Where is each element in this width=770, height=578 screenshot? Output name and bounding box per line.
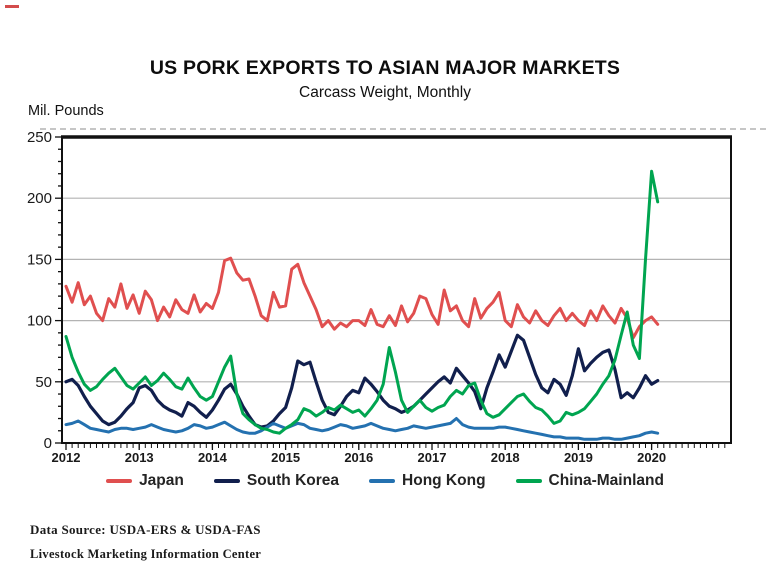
x-tick-label: 2016 — [344, 450, 373, 465]
legend-item-label: Hong Kong — [402, 472, 486, 489]
y-tick-label: 50 — [35, 374, 52, 391]
gridlines — [62, 197, 731, 383]
legend-item-hong-kong: Hong Kong — [369, 472, 486, 490]
x-tick-label: 2013 — [125, 450, 154, 465]
legend-line-swatch-icon — [106, 479, 133, 483]
series-line-japan — [64, 256, 660, 340]
x-axis: 2012 2013 2014 2015 2016 2017 2018 2019 2020 — [52, 443, 726, 465]
legend-line-swatch-icon — [515, 479, 542, 483]
legend-item-japan: Japan — [106, 472, 184, 490]
x-tick-label: 2017 — [418, 450, 447, 465]
x-tick-label: 2018 — [491, 450, 520, 465]
legend-line-swatch-icon — [213, 479, 240, 483]
x-tick-label: 2015 — [271, 450, 300, 465]
x-tick-label: 2014 — [198, 450, 228, 465]
y-tick-label: 200 — [27, 190, 52, 207]
y-tick-label: 250 — [27, 129, 52, 146]
footer: Data Source: USDA-ERS & USDA-FAS Livesto… — [30, 522, 261, 562]
legend-item-label: South Korea — [246, 472, 340, 489]
y-axis: 0 50 100 150 200 250 — [27, 129, 62, 452]
page-title: US PORK EXPORTS TO ASIAN MAJOR MARKETS — [149, 57, 621, 79]
legend-item-label: Japan — [139, 472, 184, 489]
y-tick-label: 0 — [44, 435, 52, 452]
series-line-hong-kong — [64, 417, 660, 441]
corner-mark — [5, 5, 19, 8]
x-tick-label: 2019 — [564, 450, 593, 465]
x-tick-label: 2012 — [52, 450, 81, 465]
y-tick-label: 100 — [27, 313, 52, 330]
legend-item-china-mainland: China-Mainland — [515, 472, 664, 490]
x-tick-label: 2020 — [637, 450, 666, 465]
footer-data-source: Data Source: USDA-ERS & USDA-FAS — [30, 522, 261, 537]
legend-item-south-korea: South Korea — [213, 472, 340, 490]
chart-legend: Japan South Korea Hong Kong China-Mainland — [0, 472, 770, 490]
legend-item-label: China-Mainland — [548, 472, 664, 489]
series-line-south-korea — [64, 333, 660, 429]
legend-line-swatch-icon — [369, 479, 396, 483]
y-axis-title: Mil. Pounds — [28, 103, 104, 119]
footer-organization: Livestock Marketing Information Center — [30, 547, 262, 561]
page-subtitle: Carcass Weight, Monthly — [299, 84, 471, 101]
series-line-china-mainland — [64, 169, 660, 435]
y-tick-label: 150 — [27, 251, 52, 268]
